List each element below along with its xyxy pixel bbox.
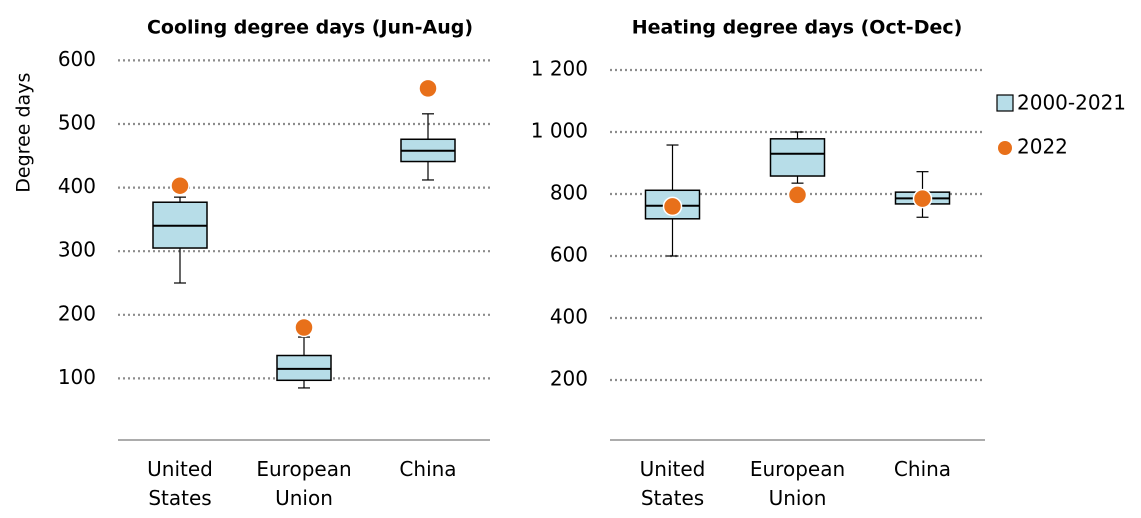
y-tick-label: 100 xyxy=(58,365,96,389)
x-tick-label: European Union xyxy=(256,457,352,510)
chart-title: Heating degree days (Oct-Dec) xyxy=(632,17,963,39)
y-tick-label: 1 000 xyxy=(531,119,588,143)
legend-swatch xyxy=(996,94,1014,112)
point xyxy=(912,188,933,209)
point xyxy=(662,196,683,217)
legend-label: 2000-2021 xyxy=(1017,91,1126,115)
x-tick-label: China xyxy=(893,457,952,481)
y-tick-label: 600 xyxy=(550,243,588,267)
x-tick-label: United States xyxy=(147,457,213,510)
legend-label: 2022 xyxy=(1017,135,1068,159)
y-tick-label: 200 xyxy=(550,367,588,391)
x-tick-label: United States xyxy=(639,457,706,510)
chart-title: Cooling degree days (Jun-Aug) xyxy=(147,17,473,39)
legend-swatch xyxy=(998,141,1012,155)
x-tick-label: China xyxy=(399,457,457,481)
box xyxy=(769,138,826,177)
y-tick-label: 200 xyxy=(58,301,96,325)
point xyxy=(418,78,438,99)
y-tick-label: 800 xyxy=(550,181,588,205)
point xyxy=(787,185,808,205)
y-tick-label: 400 xyxy=(58,174,96,198)
point xyxy=(294,317,314,338)
x-tick-label: European Union xyxy=(749,457,846,510)
y-tick-label: 500 xyxy=(58,111,96,135)
y-tick-label: 1 200 xyxy=(531,57,588,81)
y-axis-label: Degree days xyxy=(13,73,35,193)
point xyxy=(170,175,190,196)
y-tick-label: 300 xyxy=(58,238,96,262)
y-tick-label: 400 xyxy=(550,305,588,329)
y-tick-label: 600 xyxy=(58,47,96,71)
